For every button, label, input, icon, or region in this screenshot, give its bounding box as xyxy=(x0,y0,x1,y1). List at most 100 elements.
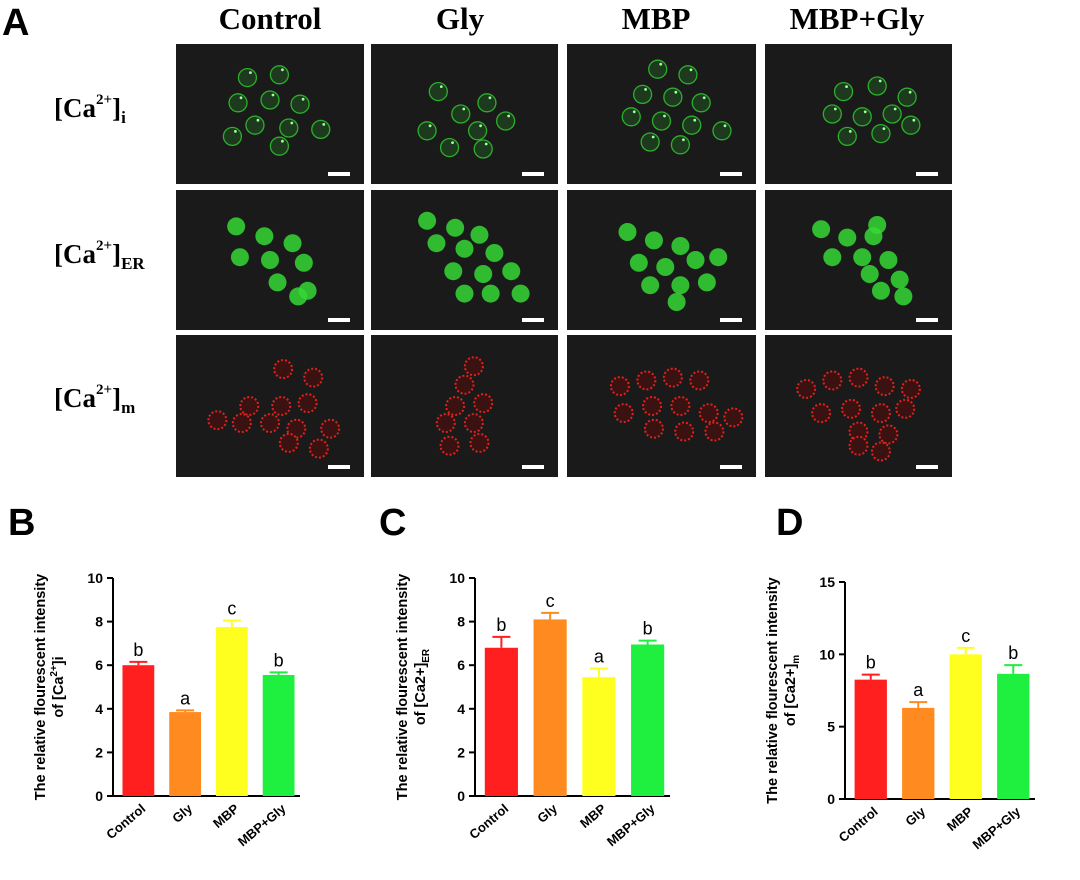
oocyte-cell xyxy=(853,248,872,267)
oocyte-cell xyxy=(231,413,252,434)
oocyte-cell xyxy=(663,87,683,107)
significance-letter: a xyxy=(913,680,924,700)
bar-mbp-gly xyxy=(631,644,665,796)
y-tick-label: 0 xyxy=(827,791,835,807)
oocyte-cell xyxy=(511,284,530,303)
error-bar xyxy=(861,673,880,680)
error-bar xyxy=(541,611,560,620)
oocyte-cell xyxy=(502,262,521,281)
column-header-gly: Gly xyxy=(435,1,485,36)
bar-chart-d: D 0 5 10 15 The relative flourescent intensit… xyxy=(765,502,1035,852)
oocyte-cell xyxy=(439,435,460,456)
oocyte-cell xyxy=(632,84,653,105)
bar-mbp-gly xyxy=(262,675,295,796)
y-axis-label-line1: The relative flourescent intensity xyxy=(395,574,411,800)
x-tick-label: MBP xyxy=(210,801,242,831)
oocyte-cell xyxy=(239,396,260,416)
significance-letter: c xyxy=(546,591,555,611)
panel-letter-b: B xyxy=(8,502,35,544)
micrograph-control-row-1 xyxy=(176,44,364,184)
y-tick-label: 10 xyxy=(449,570,465,586)
oocyte-cell xyxy=(435,413,456,434)
x-tick-label: Control xyxy=(103,801,148,842)
significance-letter: a xyxy=(594,646,605,666)
oocyte-cell xyxy=(644,231,663,250)
error-bar xyxy=(176,709,195,713)
oocyte-cell xyxy=(260,90,280,110)
oocyte-cell xyxy=(297,393,318,414)
significance-letter: c xyxy=(961,626,970,646)
oocyte-cell xyxy=(273,359,294,380)
error-bar xyxy=(909,701,928,708)
oocyte-cell xyxy=(812,220,831,239)
oocyte-cell xyxy=(837,126,857,147)
error-bar xyxy=(638,639,657,645)
y-tick-label: 4 xyxy=(95,701,103,717)
oocyte-cell xyxy=(237,67,258,88)
x-tick-label: Gly xyxy=(534,800,560,825)
y-tick-label: 5 xyxy=(827,719,835,735)
oocyte-cell xyxy=(651,111,672,131)
oocyte-cell xyxy=(455,239,474,258)
oocyte-cell xyxy=(822,370,843,391)
oocyte-cell xyxy=(671,237,690,255)
oocyte-cell xyxy=(868,216,887,234)
x-tick-label: Gly xyxy=(169,800,195,825)
oocyte-cell xyxy=(455,284,474,303)
oocyte-cell xyxy=(418,211,437,230)
oocyte-cell xyxy=(467,121,488,141)
oocyte-cell xyxy=(723,407,744,428)
oocyte-cell xyxy=(228,93,248,113)
y-axis-label-line1: The relative flourescent intensity xyxy=(765,577,781,803)
y-tick-label: 0 xyxy=(95,788,103,804)
oocyte-cell xyxy=(709,248,728,267)
oocyte-cell xyxy=(822,104,842,124)
y-axis-label-line2: of [Ca2+]ER xyxy=(413,648,432,725)
oocyte-cell xyxy=(618,223,637,241)
oocyte-cell xyxy=(469,432,490,453)
significance-letter: b xyxy=(496,615,506,635)
bar-gly xyxy=(169,712,202,796)
panel-letter-d: D xyxy=(776,502,803,544)
significance-letter: b xyxy=(133,640,143,660)
y-tick-label: 6 xyxy=(457,657,465,673)
bar-control xyxy=(854,679,887,799)
oocyte-cell xyxy=(867,76,887,96)
oocyte-cell xyxy=(860,265,879,283)
bar-mbp xyxy=(582,677,616,796)
oocyte-cell xyxy=(636,370,657,391)
x-tick-label: MBP xyxy=(944,804,976,834)
oocyte-cell xyxy=(900,378,921,399)
oocyte-cell xyxy=(871,281,890,300)
x-tick-label: MBP+Gly xyxy=(604,800,658,849)
y-tick-label: 6 xyxy=(95,657,103,673)
scale-bar xyxy=(522,172,544,176)
oocyte-cell xyxy=(446,218,465,237)
oocyte-cell xyxy=(823,248,842,267)
error-bar xyxy=(1004,664,1023,674)
error-bar xyxy=(222,619,241,628)
oocyte-cell xyxy=(286,418,307,439)
oocyte-cell xyxy=(662,367,683,388)
oocyte-cell xyxy=(841,398,862,419)
scale-bar xyxy=(328,318,350,322)
error-bar xyxy=(492,635,511,648)
oocyte-cell xyxy=(495,111,516,131)
oocyte-cell xyxy=(473,139,493,159)
oocyte-cell xyxy=(852,107,872,127)
oocyte-cell xyxy=(712,121,732,141)
scale-bar xyxy=(328,465,350,469)
oocyte-cell xyxy=(444,262,463,281)
scale-bar xyxy=(916,465,938,469)
oocyte-cell xyxy=(245,115,265,135)
oocyte-cell xyxy=(704,421,725,442)
y-tick-label: 8 xyxy=(457,614,465,630)
oocyte-cell xyxy=(671,276,690,295)
oocyte-cell xyxy=(427,234,446,253)
scale-bar xyxy=(720,172,742,176)
bar-chart-c: C 0 2 4 6 8 10 The relative flourescent intensi… xyxy=(379,502,670,849)
oocyte-cell xyxy=(463,356,484,377)
oocyte-cell xyxy=(686,251,705,269)
oocyte-cell xyxy=(698,403,719,424)
scale-bar xyxy=(522,465,544,469)
